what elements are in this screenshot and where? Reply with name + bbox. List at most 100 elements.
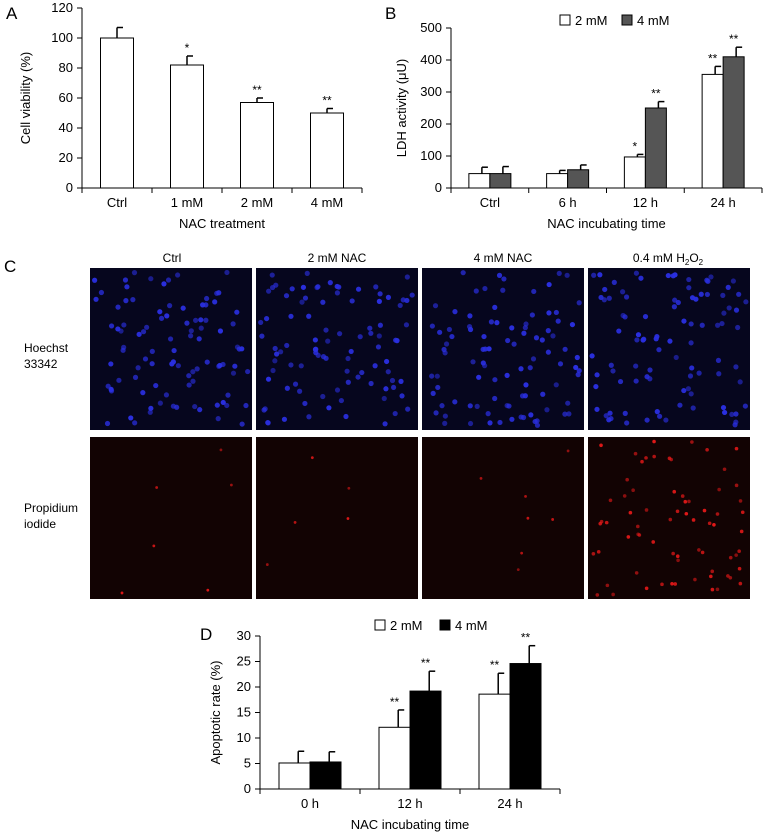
cell-nucleus bbox=[521, 330, 527, 336]
y-tick-label: 100 bbox=[420, 148, 442, 163]
cell-nucleus bbox=[104, 420, 111, 427]
cell-nucleus bbox=[198, 317, 204, 323]
cell-nucleus bbox=[707, 521, 712, 526]
cell-nucleus bbox=[389, 377, 396, 384]
cell-nucleus bbox=[194, 366, 200, 372]
cell-nucleus bbox=[596, 550, 601, 554]
cell-nucleus bbox=[404, 274, 410, 280]
cell-nucleus bbox=[121, 322, 127, 328]
cell-nucleus bbox=[688, 391, 694, 397]
cell-nucleus bbox=[224, 269, 230, 276]
cell-nucleus bbox=[359, 369, 365, 376]
cell-nucleus bbox=[715, 322, 721, 328]
cell-nucleus bbox=[452, 399, 458, 405]
cell-nucleus bbox=[551, 518, 555, 521]
significance-label: * bbox=[185, 41, 190, 55]
cell-nucleus bbox=[604, 520, 609, 525]
cell-nucleus bbox=[460, 270, 466, 276]
cell-nucleus bbox=[598, 521, 603, 526]
bar bbox=[546, 173, 569, 189]
significance-label: * bbox=[633, 139, 638, 153]
cell-nucleus bbox=[219, 448, 223, 452]
cell-nucleus bbox=[573, 364, 579, 371]
cell-nucleus bbox=[284, 342, 290, 349]
cell-nucleus bbox=[687, 499, 691, 504]
cell-nucleus bbox=[564, 272, 570, 278]
cell-nucleus bbox=[601, 297, 607, 303]
cell-nucleus bbox=[737, 566, 742, 571]
cell-nucleus bbox=[288, 313, 294, 319]
cell-nucleus bbox=[681, 318, 687, 324]
cell-nucleus bbox=[429, 323, 435, 329]
x-tick-label: 6 h bbox=[559, 195, 577, 210]
row-label-hoechst: Hoechst 33342 bbox=[24, 341, 69, 371]
cell-nucleus bbox=[576, 300, 582, 306]
cell-nucleus bbox=[234, 344, 241, 350]
y-tick-label: 120 bbox=[51, 0, 73, 15]
cell-nucleus bbox=[116, 377, 122, 383]
cell-nucleus bbox=[193, 317, 199, 323]
cell-nucleus bbox=[523, 382, 529, 388]
y-tick-label: 10 bbox=[237, 730, 251, 745]
cell-nucleus bbox=[611, 592, 615, 597]
cell-nucleus bbox=[198, 325, 204, 331]
cell-nucleus bbox=[376, 298, 382, 304]
y-axis-title: LDH activity (μU) bbox=[394, 59, 409, 158]
cell-nucleus bbox=[565, 400, 571, 406]
cell-nucleus bbox=[665, 272, 671, 279]
cell-nucleus bbox=[652, 439, 656, 444]
cell-nucleus bbox=[719, 320, 725, 327]
cell-nucleus bbox=[476, 374, 482, 380]
cell-nucleus bbox=[121, 344, 127, 350]
cell-nucleus bbox=[272, 345, 278, 352]
cell-nucleus bbox=[302, 400, 308, 407]
cell-nucleus bbox=[562, 346, 568, 352]
cell-nucleus bbox=[347, 486, 351, 490]
y-tick-label: 40 bbox=[59, 120, 73, 135]
cell-nucleus bbox=[148, 405, 154, 411]
cell-nucleus bbox=[397, 302, 403, 309]
cell-nucleus bbox=[155, 486, 159, 489]
cell-nucleus bbox=[164, 313, 170, 319]
cell-nucleus bbox=[132, 420, 138, 426]
cell-nucleus bbox=[400, 297, 406, 303]
cell-nucleus bbox=[343, 413, 349, 420]
cell-nucleus bbox=[671, 551, 675, 556]
cell-nucleus bbox=[130, 297, 136, 303]
cell-nucleus bbox=[494, 320, 500, 326]
significance-label: ** bbox=[252, 83, 262, 97]
bar bbox=[701, 73, 724, 189]
cell-nucleus bbox=[591, 551, 596, 556]
cell-nucleus bbox=[685, 386, 691, 392]
cell-nucleus bbox=[654, 409, 660, 415]
cell-nucleus bbox=[215, 416, 221, 422]
cell-nucleus bbox=[265, 563, 269, 566]
cell-nucleus bbox=[190, 378, 196, 384]
x-tick-label: 1 mM bbox=[171, 195, 204, 210]
column-title-ctrl: Ctrl bbox=[163, 251, 182, 265]
cell-nucleus bbox=[717, 487, 721, 492]
micrograph-tile bbox=[90, 437, 252, 599]
cell-nucleus bbox=[574, 354, 580, 361]
cell-nucleus bbox=[326, 405, 332, 411]
cell-nucleus bbox=[522, 393, 528, 399]
cell-nucleus bbox=[220, 399, 226, 406]
micrograph-tile bbox=[588, 268, 750, 430]
panel-letter-d: D bbox=[200, 625, 212, 644]
cell-nucleus bbox=[518, 366, 524, 372]
cell-nucleus bbox=[710, 569, 715, 574]
significance-label: ** bbox=[521, 631, 531, 645]
cell-nucleus bbox=[175, 272, 181, 278]
bar bbox=[468, 173, 491, 189]
y-tick-label: 25 bbox=[237, 654, 251, 669]
cell-nucleus bbox=[485, 411, 491, 417]
cell-nucleus bbox=[258, 319, 264, 326]
cell-nucleus bbox=[620, 312, 626, 319]
cell-nucleus bbox=[528, 412, 534, 418]
cell-nucleus bbox=[545, 328, 551, 334]
cell-nucleus bbox=[740, 510, 745, 515]
cell-nucleus bbox=[633, 363, 639, 369]
y-tick-label: 400 bbox=[420, 52, 442, 67]
cell-nucleus bbox=[641, 336, 647, 342]
cell-nucleus bbox=[474, 403, 480, 409]
